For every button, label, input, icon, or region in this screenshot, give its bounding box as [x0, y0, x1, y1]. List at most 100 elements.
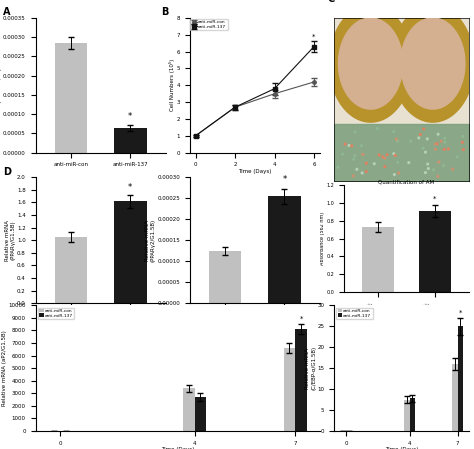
Text: *: *: [459, 310, 462, 316]
Point: [440, 146, 448, 153]
Polygon shape: [329, 5, 412, 122]
Y-axis label: Relative mRNA
(PPARγ2/G1.5B): Relative mRNA (PPARγ2/G1.5B): [145, 219, 156, 262]
Point: [353, 166, 361, 173]
Point: [358, 169, 366, 176]
Text: *: *: [312, 34, 316, 40]
Point: [440, 162, 447, 169]
Point: [390, 128, 397, 135]
Bar: [114, 128, 146, 153]
X-axis label: Time (Days): Time (Days): [161, 447, 194, 449]
Point: [434, 131, 442, 138]
Point: [434, 173, 442, 180]
Point: [374, 125, 381, 132]
Point: [391, 171, 398, 178]
Point: [371, 160, 378, 167]
Text: B: B: [161, 7, 168, 17]
Legend: anti-miR-con, anti-miR-137: anti-miR-con, anti-miR-137: [38, 308, 74, 319]
Y-axis label: Cell Numbers (10⁵): Cell Numbers (10⁵): [169, 59, 175, 111]
Point: [339, 150, 346, 158]
Bar: [55, 43, 87, 153]
Point: [381, 154, 389, 162]
Point: [425, 165, 432, 172]
Point: [334, 164, 342, 171]
Point: [449, 165, 456, 172]
Bar: [295, 329, 307, 431]
Bar: [183, 388, 194, 431]
Point: [390, 150, 398, 157]
Point: [445, 145, 452, 153]
Polygon shape: [392, 5, 474, 122]
Point: [350, 172, 357, 180]
Point: [383, 151, 391, 158]
Polygon shape: [338, 18, 403, 109]
Point: [394, 158, 401, 166]
Point: [435, 158, 443, 166]
Y-axis label: Absorbance (562 nm): Absorbance (562 nm): [320, 212, 325, 265]
Point: [358, 142, 365, 149]
Point: [379, 154, 387, 161]
Bar: [194, 397, 206, 431]
Point: [435, 158, 443, 166]
Bar: [268, 196, 301, 303]
Point: [345, 142, 353, 149]
Point: [415, 134, 423, 141]
X-axis label: Time (Days): Time (Days): [238, 169, 272, 174]
Bar: [55, 237, 87, 303]
Y-axis label: Relative mRNA
(PPARγ/G1.5B): Relative mRNA (PPARγ/G1.5B): [5, 220, 16, 261]
Bar: [410, 398, 415, 431]
Point: [359, 151, 366, 158]
Point: [392, 136, 400, 143]
Point: [433, 140, 441, 147]
Text: A: A: [3, 7, 10, 17]
Bar: [209, 251, 241, 303]
Point: [423, 135, 431, 142]
Point: [363, 168, 370, 175]
Text: *: *: [128, 112, 132, 121]
Point: [459, 133, 466, 140]
Title: Quantification of AM: Quantification of AM: [378, 180, 435, 185]
Bar: [283, 348, 295, 431]
Text: C: C: [328, 0, 335, 4]
Point: [460, 146, 467, 153]
Bar: [362, 227, 393, 292]
Point: [453, 153, 461, 160]
Point: [420, 125, 428, 132]
Y-axis label: Relative mRNA (aP2/G1.5B): Relative mRNA (aP2/G1.5B): [2, 330, 7, 406]
Point: [438, 138, 445, 145]
X-axis label: Time (Days): Time (Days): [385, 447, 419, 449]
Point: [417, 131, 424, 138]
Point: [429, 166, 437, 173]
Legend: anti-miR-con, anti-miR-137: anti-miR-con, anti-miR-137: [191, 19, 228, 30]
Point: [341, 141, 349, 148]
Point: [392, 152, 399, 159]
Bar: [419, 211, 451, 292]
Text: *: *: [300, 316, 303, 321]
Point: [350, 156, 357, 163]
Point: [458, 139, 466, 146]
Point: [422, 149, 429, 156]
Point: [363, 160, 370, 167]
Point: [351, 128, 359, 136]
Text: *: *: [128, 184, 132, 193]
Bar: [114, 201, 146, 303]
Point: [432, 145, 439, 153]
Point: [348, 142, 356, 150]
Bar: [452, 364, 457, 431]
Bar: [404, 400, 410, 431]
Point: [407, 137, 414, 145]
Text: D: D: [3, 167, 11, 177]
Point: [405, 159, 412, 166]
Point: [441, 139, 449, 146]
Text: *: *: [433, 196, 437, 202]
Legend: anti-miR-con, anti-miR-137: anti-miR-con, anti-miR-137: [337, 308, 373, 319]
Point: [381, 163, 389, 170]
Point: [431, 141, 439, 148]
Point: [375, 151, 383, 158]
Point: [393, 137, 401, 145]
Y-axis label: Relative microRNA
(miR-137/5S): Relative microRNA (miR-137/5S): [0, 60, 2, 111]
Point: [421, 169, 429, 176]
Text: *: *: [283, 176, 286, 185]
Point: [351, 152, 359, 159]
Point: [395, 169, 402, 176]
Polygon shape: [401, 18, 465, 109]
